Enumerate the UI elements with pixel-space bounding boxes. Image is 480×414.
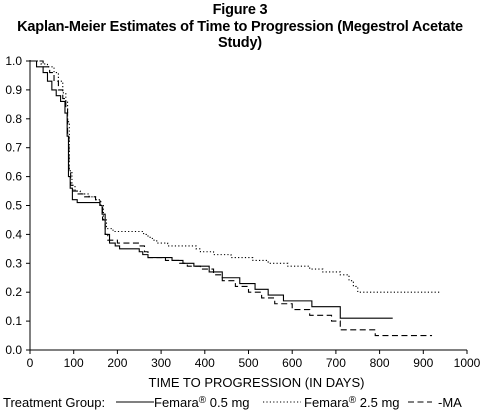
x-tick-label: 500 [238, 356, 258, 370]
y-tick-label: 0.1 [5, 314, 22, 328]
legend-label-name: Femara [154, 395, 200, 410]
x-tick-label: 800 [370, 356, 390, 370]
legend-label-0: Femara® 0.5 mg [154, 395, 250, 410]
series-line-1 [30, 60, 441, 293]
y-tick-label: 0.7 [5, 141, 22, 155]
legend-label-name: -MA [438, 395, 462, 410]
x-tick-label: 300 [151, 356, 171, 370]
y-tick-label: 0.0 [5, 343, 22, 357]
series-line-2 [30, 60, 433, 337]
legend-label-1: Femara® 2.5 mg [304, 395, 400, 410]
x-tick-label: 700 [326, 356, 346, 370]
figure-label: Figure 3 [212, 2, 268, 18]
x-tick-label: 900 [413, 356, 433, 370]
series-line-0 [30, 60, 393, 319]
y-tick-label: 0.8 [5, 112, 22, 126]
y-tick-label: 0.2 [5, 285, 22, 299]
legend-label-dose: 2.5 mg [356, 395, 399, 410]
y-tick-label: 0.6 [5, 170, 22, 184]
legend-label-mark: ® [199, 395, 207, 406]
legend-prefix: Treatment Group: [3, 395, 105, 410]
y-tick-label: 0.4 [5, 227, 22, 241]
y-tick-label: 0.3 [5, 256, 22, 270]
y-tick-label: 0.5 [5, 199, 22, 213]
x-tick-label: 600 [282, 356, 302, 370]
legend-label-mark: ® [349, 395, 357, 406]
legend-label-2: -MA [438, 395, 462, 410]
y-tick-label: 1.0 [5, 54, 22, 68]
chart-title: Kaplan-Meier Estimates of Time to Progre… [17, 19, 463, 51]
legend-label-dose: 0.5 mg [206, 395, 249, 410]
x-tick-label: 0 [27, 356, 34, 370]
x-tick-label: 100 [64, 356, 84, 370]
legend-label-name: Femara [304, 395, 350, 410]
y-tick-label: 0.9 [5, 83, 22, 97]
x-tick-label: 1000 [454, 356, 480, 370]
x-axis-title: TIME TO PROGRESSION (IN DAYS) [149, 375, 365, 390]
x-tick-label: 400 [195, 356, 215, 370]
x-tick-label: 200 [107, 356, 127, 370]
